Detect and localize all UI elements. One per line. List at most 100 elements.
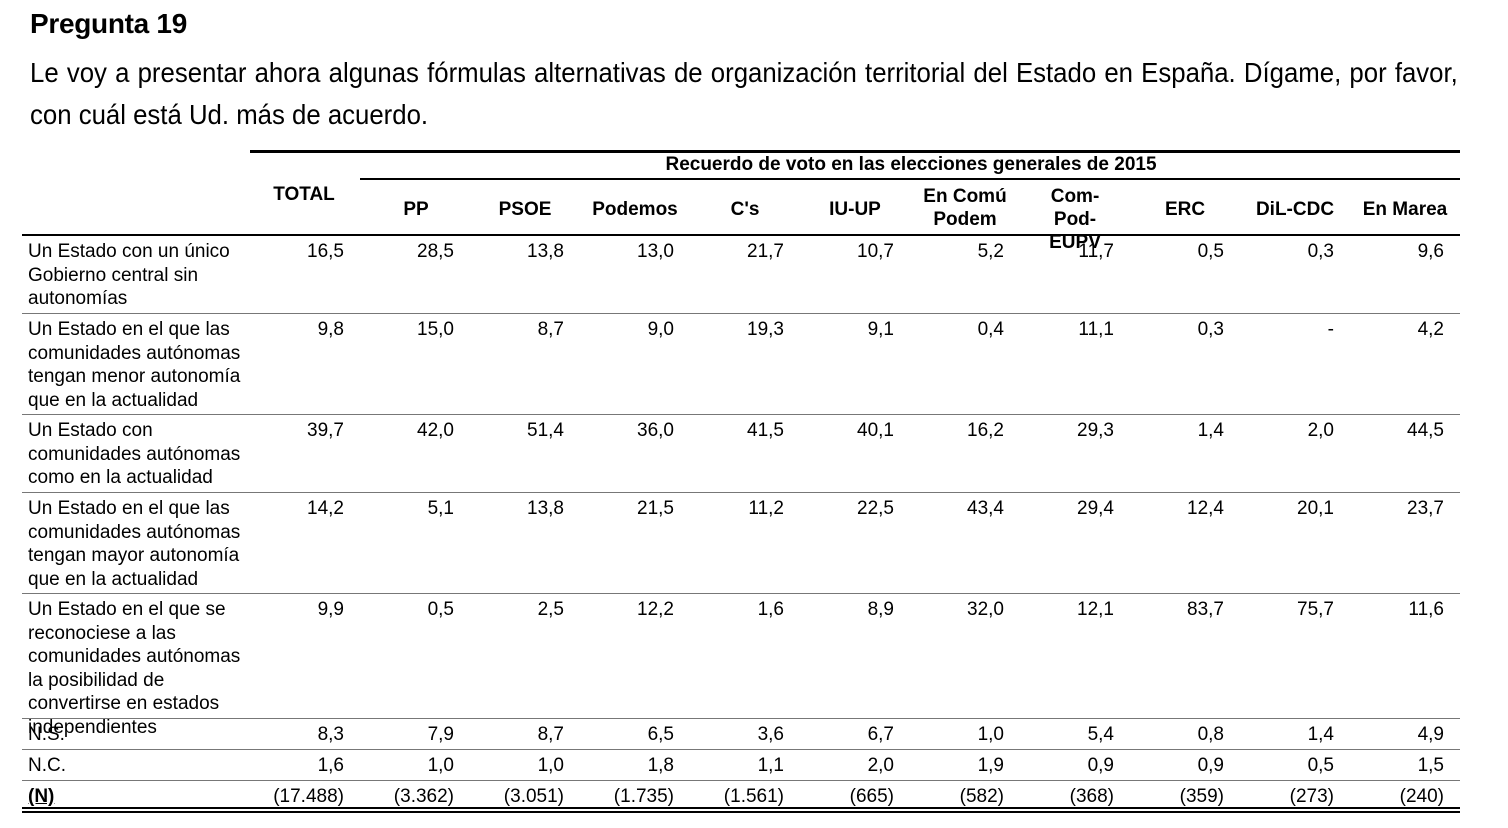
- cell-value: 8,9: [867, 599, 894, 620]
- cell-value: 2,0: [1307, 420, 1334, 441]
- column-header-cs: C's: [730, 199, 760, 220]
- cell-value: 41,5: [747, 420, 784, 441]
- column-header-pp: PP: [403, 199, 429, 220]
- cell-total: 9,8: [317, 319, 344, 340]
- cell-value: 0,3: [1197, 319, 1224, 340]
- cell-value: 20,1: [1297, 498, 1334, 519]
- cell-value: 83,7: [1187, 599, 1224, 620]
- cell-value: (665): [849, 786, 894, 807]
- cell-value: 1,6: [757, 599, 784, 620]
- cell-value: 6,5: [647, 724, 674, 745]
- column-header-en-marea: En Marea: [1362, 199, 1448, 220]
- cell-value: 28,5: [417, 241, 454, 262]
- row-label: (N): [28, 786, 55, 807]
- cell-value: 0,9: [1087, 755, 1114, 776]
- cell-value: 32,0: [967, 599, 1004, 620]
- row-label: Un Estado en el que las comunidades autó…: [28, 498, 241, 590]
- group-header-rule: [360, 178, 1460, 180]
- cell-value: 15,0: [417, 319, 454, 340]
- cell-value: 13,8: [527, 498, 564, 519]
- cell-value: 6,7: [867, 724, 894, 745]
- row-divider: [22, 414, 1460, 415]
- row-label: Un Estado con un único Gobierno central …: [28, 241, 230, 309]
- table-bottom-rule: [22, 807, 1460, 809]
- cell-value: (3.362): [393, 786, 454, 807]
- page-title: Pregunta 19: [30, 8, 187, 39]
- cell-value: 29,3: [1077, 420, 1114, 441]
- cell-value: 4,2: [1417, 319, 1444, 340]
- cell-value: 9,6: [1417, 241, 1444, 262]
- cell-value: 16,2: [967, 420, 1004, 441]
- column-header-dil-cdc: DiL-CDC: [1255, 199, 1335, 220]
- question-text: Le voy a presentar ahora algunas fórmula…: [30, 57, 1458, 130]
- cell-value: 1,8: [647, 755, 674, 776]
- column-header-psoe: PSOE: [498, 199, 552, 220]
- cell-value: 5,2: [977, 241, 1004, 262]
- cell-value: 7,9: [427, 724, 454, 745]
- cell-value: 0,8: [1197, 724, 1224, 745]
- cell-value: 0,5: [1307, 755, 1334, 776]
- cell-value: 19,3: [747, 319, 784, 340]
- cell-value: (1.561): [723, 786, 784, 807]
- cell-total: 16,5: [307, 241, 344, 262]
- cell-value: 0,5: [1197, 241, 1224, 262]
- cell-value: 8,7: [537, 319, 564, 340]
- column-header-com-pod-eupv: Com-Pod-EUPV: [1049, 186, 1101, 253]
- cell-value: 0,5: [427, 599, 454, 620]
- column-header-erc: ERC: [1164, 199, 1206, 220]
- cell-value: 0,4: [977, 319, 1004, 340]
- cell-value: 1,1: [757, 755, 784, 776]
- cell-value: 1,4: [1197, 420, 1224, 441]
- column-header-podemos: Podemos: [592, 199, 678, 220]
- cell-value: 1,0: [537, 755, 564, 776]
- cell-value: 5,1: [427, 498, 454, 519]
- cell-value: 22,5: [857, 498, 894, 519]
- cell-value: 43,4: [967, 498, 1004, 519]
- column-header-en-comu-podem: En Comú Podem: [923, 186, 1007, 230]
- column-header-total: TOTAL: [273, 184, 335, 205]
- cell-value: 8,7: [537, 724, 564, 745]
- cell-value: 29,4: [1077, 498, 1114, 519]
- table-bottom-rule: [22, 811, 1460, 813]
- cell-value: 1,5: [1417, 755, 1444, 776]
- row-divider: [22, 718, 1460, 719]
- header-bottom-rule: [22, 234, 1460, 236]
- cell-value: 2,5: [537, 599, 564, 620]
- cell-value: 9,0: [647, 319, 674, 340]
- row-label: N.C.: [28, 755, 66, 776]
- cell-value: 3,6: [757, 724, 784, 745]
- cell-value: 0,9: [1197, 755, 1224, 776]
- cell-value: 21,7: [747, 241, 784, 262]
- cell-value: 10,7: [857, 241, 894, 262]
- cell-value: 9,1: [867, 319, 894, 340]
- row-label: Un Estado con comunidades autónomas como…: [28, 420, 241, 488]
- cell-value: 4,9: [1417, 724, 1444, 745]
- cell-value: 11,2: [748, 498, 784, 519]
- cell-total: (17.488): [273, 786, 344, 807]
- cell-value: (368): [1069, 786, 1114, 807]
- row-label: Un Estado en el que las comunidades autó…: [28, 319, 241, 411]
- cell-value: 12,2: [637, 599, 674, 620]
- cell-value: 75,7: [1297, 599, 1334, 620]
- cell-value: 36,0: [637, 420, 674, 441]
- row-divider: [22, 492, 1460, 493]
- cell-value: 1,0: [427, 755, 454, 776]
- group-header: Recuerdo de voto en las elecciones gener…: [665, 154, 1157, 175]
- header-top-rule: [250, 150, 1460, 153]
- cell-value: 13,0: [637, 241, 674, 262]
- cell-total: 39,7: [307, 420, 344, 441]
- cell-total: 14,2: [307, 498, 344, 519]
- cell-value: 23,7: [1407, 498, 1444, 519]
- cell-value: (359): [1179, 786, 1224, 807]
- cell-value: (1.735): [613, 786, 674, 807]
- row-divider: [22, 749, 1460, 750]
- cell-value: 44,5: [1407, 420, 1444, 441]
- cell-value: (240): [1399, 786, 1444, 807]
- row-divider: [22, 780, 1460, 781]
- cell-total: 8,3: [317, 724, 344, 745]
- cell-total: 9,9: [317, 599, 344, 620]
- cell-value: 1,4: [1307, 724, 1334, 745]
- column-header-iu-up: IU-UP: [829, 199, 881, 220]
- cell-value: 5,4: [1087, 724, 1114, 745]
- cell-value: 11,7: [1078, 241, 1114, 262]
